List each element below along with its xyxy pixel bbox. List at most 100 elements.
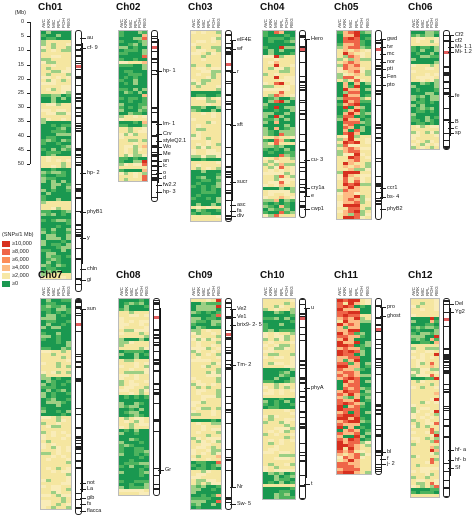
gene-label: La (87, 486, 93, 492)
column-label: REG (289, 18, 294, 28)
gene-label: ccr1 (387, 185, 397, 191)
ideogram-band (376, 344, 381, 345)
ideogram-band (300, 364, 305, 366)
column-label: KRK (196, 287, 201, 296)
column-label: AVC (41, 287, 46, 296)
ideogram-band (226, 103, 231, 104)
column-label: AVC (41, 19, 46, 28)
heatmap-cell (290, 496, 296, 499)
chromosome-ideogram (225, 30, 232, 222)
ideogram-band (154, 329, 159, 330)
ideogram-band (154, 342, 159, 344)
gene-marker-line (230, 504, 236, 505)
centromere-marker (376, 48, 381, 51)
column-label: KRK (46, 287, 51, 296)
gene-label: sp (455, 130, 461, 136)
gene-label: elF4E (237, 37, 251, 43)
ideogram-band (226, 387, 231, 388)
gene-label: fs (87, 501, 91, 507)
ideogram-band (154, 431, 159, 432)
column-label: RPL (354, 287, 359, 296)
gene-marker-line (156, 147, 162, 148)
ideogram-band (76, 443, 81, 444)
scale-axis-line (30, 22, 31, 164)
gene-marker-line (380, 197, 386, 198)
linkage-bar (382, 39, 383, 199)
gene-marker-line (230, 317, 236, 318)
ideogram-band (76, 44, 81, 46)
scale-tick-label: 45 (2, 147, 24, 153)
column-label: MIC (348, 20, 353, 28)
centromere-marker (376, 328, 381, 331)
ideogram-band (76, 446, 81, 448)
ideogram-band (300, 100, 305, 101)
ideogram-band (76, 97, 81, 99)
ideogram-band (76, 258, 81, 259)
ideogram-band (152, 51, 157, 52)
scale-tick-label: 20 (2, 76, 24, 82)
ideogram-band (376, 409, 381, 411)
gene-label: sft (237, 122, 243, 128)
gene-label: gib (87, 495, 94, 501)
column-label: REG (216, 18, 221, 28)
heatmap-cell (66, 506, 71, 509)
ideogram-band (376, 198, 381, 199)
gene-label: Ve2 (237, 306, 246, 312)
gene-label: cf- 9 (87, 45, 98, 51)
ideogram-band (226, 94, 231, 96)
ideogram-band (226, 174, 231, 175)
column-label: REG (365, 286, 370, 296)
gene-label: phyA (311, 385, 324, 391)
ideogram-band (300, 368, 305, 369)
ideogram-band (376, 467, 381, 468)
legend-swatch (2, 273, 10, 279)
scale-tick-label: 50 (2, 161, 24, 167)
scale-tick-label: 30 (2, 104, 24, 110)
gene-marker-line (230, 40, 236, 41)
linkage-bar (382, 307, 383, 456)
ideogram-band (300, 87, 305, 88)
gene-marker-line (230, 49, 236, 50)
heatmap-cell (142, 178, 147, 181)
scale-tick-mark (27, 93, 30, 94)
gene-marker-line (380, 85, 386, 86)
ideogram-band (76, 493, 81, 494)
gene-marker-line (304, 484, 310, 485)
ideogram-band (154, 363, 159, 364)
gene-marker-line (448, 128, 454, 129)
ideogram-band (300, 167, 305, 169)
gene-marker-line (380, 77, 386, 78)
gene-marker-line (380, 188, 386, 189)
ideogram-band (300, 299, 305, 300)
scale-tick-mark (27, 107, 30, 108)
ideogram-band (154, 392, 159, 394)
ideogram-band (444, 75, 449, 76)
gene-marker-line (304, 388, 310, 389)
gene-marker-line (304, 308, 310, 309)
ideogram-band (376, 365, 381, 366)
ideogram-band (154, 403, 159, 404)
gene-marker-line (448, 52, 454, 53)
ideogram-band (76, 408, 81, 409)
ideogram-band (226, 171, 231, 173)
scale-tick-mark (27, 79, 30, 80)
ideogram-band (76, 55, 81, 57)
ideogram-band (226, 352, 231, 354)
ideogram-band (76, 49, 81, 51)
gene-label: e (311, 193, 314, 199)
gene-label: wf (237, 46, 243, 52)
column-label: KRK (196, 19, 201, 28)
gene-marker-line (156, 166, 162, 167)
snp-density-heatmap (40, 298, 72, 510)
ideogram-band (300, 110, 305, 111)
ideogram-band (300, 340, 305, 341)
ideogram-band (376, 105, 381, 106)
gene-marker-line (380, 47, 386, 48)
snp-density-heatmap (118, 298, 150, 496)
ideogram-band (152, 155, 157, 156)
column-label: AVC (337, 287, 342, 296)
ideogram-band (300, 417, 305, 418)
gene-marker-line (80, 309, 86, 310)
ideogram-band (376, 90, 381, 92)
